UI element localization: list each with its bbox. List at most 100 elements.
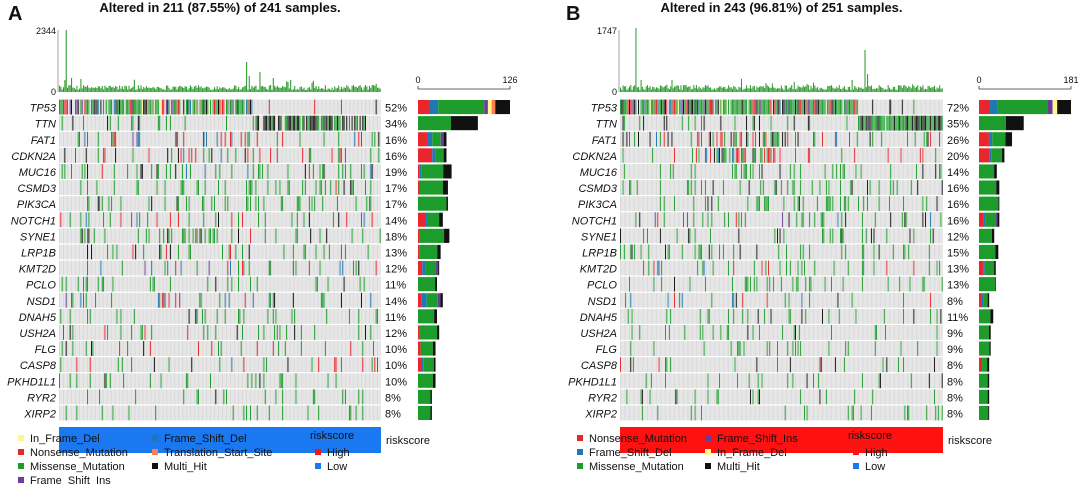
grid-cell bbox=[372, 228, 374, 244]
grid-cell bbox=[291, 244, 293, 260]
grid-cell bbox=[129, 164, 131, 179]
gene-bar-segment bbox=[439, 212, 443, 227]
grid-cell bbox=[200, 180, 202, 195]
mutation-cell bbox=[200, 99, 202, 115]
grid-cell bbox=[290, 228, 292, 244]
grid-cell bbox=[144, 292, 146, 308]
grid-cell bbox=[152, 260, 154, 276]
mutation-cell bbox=[204, 308, 206, 324]
grid-cell bbox=[77, 308, 79, 324]
grid-cell bbox=[356, 276, 358, 292]
grid-cell bbox=[184, 196, 186, 212]
grid-cell bbox=[184, 99, 186, 115]
grid-cell bbox=[192, 115, 194, 131]
grid-cell bbox=[97, 180, 99, 195]
grid-cell bbox=[179, 180, 181, 195]
grid-cell bbox=[65, 180, 67, 195]
grid-cell bbox=[148, 244, 150, 260]
tmb-bar bbox=[351, 85, 353, 92]
grid-cell bbox=[156, 228, 158, 244]
grid-cell bbox=[88, 325, 90, 340]
mutation-cell bbox=[165, 164, 167, 179]
mutation-cell bbox=[215, 276, 217, 292]
grid-cell bbox=[240, 228, 242, 244]
grid-cell bbox=[359, 196, 361, 212]
grid-cell bbox=[288, 244, 290, 260]
grid-cell bbox=[184, 180, 186, 195]
grid-cell bbox=[227, 341, 229, 356]
grid-cell bbox=[119, 276, 121, 292]
mutation-cell bbox=[240, 341, 242, 356]
grid-cell bbox=[197, 164, 199, 179]
grid-cell bbox=[327, 308, 329, 324]
grid-cell bbox=[60, 131, 62, 147]
grid-cell bbox=[282, 341, 284, 356]
tmb-bar bbox=[169, 89, 171, 92]
mutation-cell bbox=[282, 131, 284, 147]
grid-cell bbox=[107, 180, 109, 195]
grid-cell bbox=[315, 260, 317, 276]
grid-cell bbox=[302, 292, 304, 308]
mutation-cell bbox=[264, 228, 266, 244]
grid-cell bbox=[152, 131, 154, 147]
grid-cell bbox=[286, 164, 288, 179]
tmb-bar bbox=[108, 85, 110, 92]
grid-cell bbox=[129, 180, 131, 195]
grid-cell bbox=[347, 99, 349, 115]
grid-cell bbox=[378, 115, 380, 131]
tmb-bar bbox=[283, 86, 285, 92]
mutation-cell bbox=[363, 115, 365, 131]
grid-cell bbox=[208, 325, 210, 340]
grid-cell bbox=[290, 99, 292, 115]
grid-cell bbox=[151, 228, 153, 244]
grid-cell bbox=[346, 180, 348, 195]
grid-cell bbox=[145, 260, 147, 276]
grid-cell bbox=[312, 292, 314, 308]
grid-cell bbox=[346, 99, 348, 115]
grid-cell bbox=[72, 357, 74, 373]
grid-cell bbox=[258, 292, 260, 308]
grid-cell bbox=[83, 357, 85, 373]
grid-cell bbox=[259, 99, 261, 115]
grid-cell bbox=[283, 260, 285, 276]
grid-cell bbox=[69, 164, 71, 179]
grid-cell bbox=[262, 325, 264, 340]
mutation-cell bbox=[356, 115, 358, 131]
grid-cell bbox=[232, 115, 234, 131]
grid-cell bbox=[172, 260, 174, 276]
grid-cell bbox=[71, 341, 73, 356]
grid-cell bbox=[256, 180, 258, 195]
grid-cell bbox=[128, 115, 130, 131]
grid-cell bbox=[283, 276, 285, 292]
grid-cell bbox=[338, 228, 340, 244]
grid-cell bbox=[121, 212, 123, 228]
grid-cell bbox=[363, 131, 365, 147]
mutation-cell bbox=[352, 180, 354, 195]
grid-cell bbox=[224, 228, 226, 244]
mutation-cell bbox=[227, 276, 229, 292]
grid-cell bbox=[123, 292, 125, 308]
grid-cell bbox=[334, 260, 336, 276]
grid-cell bbox=[80, 147, 82, 163]
mutation-cell bbox=[247, 99, 249, 115]
grid-cell bbox=[65, 147, 67, 163]
mutation-cell bbox=[60, 212, 62, 228]
mutation-cell bbox=[175, 131, 177, 147]
grid-cell bbox=[59, 180, 60, 195]
grid-cell bbox=[295, 131, 297, 147]
mutation-cell bbox=[239, 308, 241, 324]
grid-cell bbox=[176, 180, 178, 195]
grid-cell bbox=[355, 164, 357, 179]
grid-cell bbox=[322, 341, 324, 356]
grid-cell bbox=[187, 196, 189, 212]
grid-cell bbox=[258, 244, 260, 260]
tmb-bar bbox=[84, 86, 86, 92]
grid-cell bbox=[171, 260, 173, 276]
grid-cell bbox=[81, 325, 83, 340]
grid-cell bbox=[287, 341, 289, 356]
grid-cell bbox=[319, 147, 321, 163]
grid-cell bbox=[159, 212, 161, 228]
mutation-cell bbox=[61, 99, 63, 115]
grid-cell bbox=[140, 212, 142, 228]
grid-cell bbox=[63, 276, 64, 292]
